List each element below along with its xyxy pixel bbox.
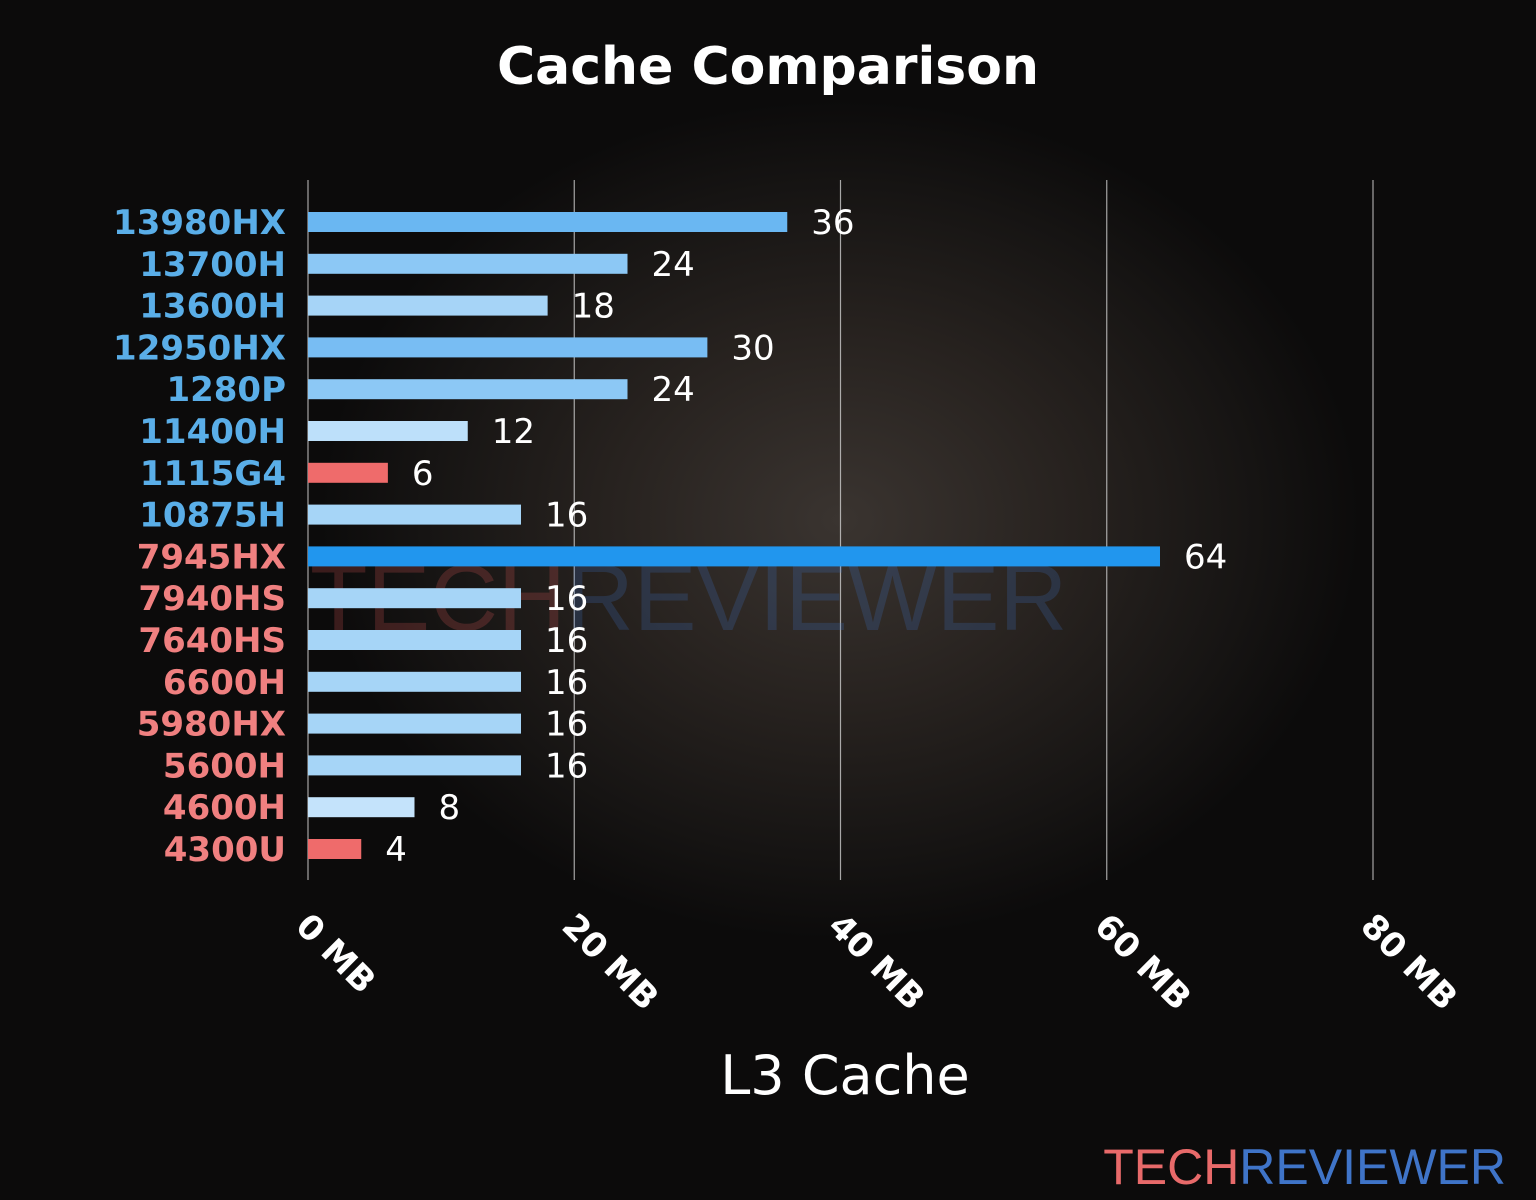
value-label-10875H: 16 — [545, 496, 588, 536]
category-label-7940HS: 7940HS — [138, 579, 286, 619]
bar-5600H — [308, 755, 521, 776]
value-label-6600H: 16 — [545, 663, 588, 703]
bar-6600H — [308, 671, 521, 692]
value-label-7640HS: 16 — [545, 621, 588, 661]
category-label-13700H: 13700H — [139, 245, 286, 285]
category-label-5600H: 5600H — [163, 746, 286, 786]
bar-10875H — [308, 504, 521, 525]
x-tick-label: 0 MB — [288, 906, 384, 1002]
bar-4300U — [308, 839, 362, 859]
bar-7945HX — [308, 546, 1160, 567]
category-label-1115G4: 1115G4 — [140, 454, 286, 494]
value-label-1115G4: 6 — [412, 454, 434, 494]
bar-11400H — [308, 421, 468, 441]
logo-part-reviewer: REVIEWER — [1239, 1139, 1506, 1195]
value-label-13980HX: 36 — [811, 203, 854, 243]
x-tick-label: 80 MB — [1353, 906, 1465, 1018]
category-label-4600H: 4600H — [163, 788, 286, 828]
bar-13700H — [308, 253, 628, 274]
value-label-7945HX: 64 — [1184, 537, 1227, 577]
category-label-7945HX: 7945HX — [137, 537, 286, 577]
value-label-4300U: 4 — [385, 830, 407, 870]
chart-title: Cache Comparison — [497, 37, 1039, 97]
bar-13980HX — [308, 212, 788, 232]
category-label-4300U: 4300U — [164, 830, 286, 870]
bar-1280P — [308, 379, 628, 400]
value-label-12950HX: 30 — [731, 328, 774, 368]
techreviewer-logo: TECHREVIEWER — [1103, 1139, 1506, 1195]
x-tick-label: 40 MB — [820, 906, 932, 1018]
bar-7940HS — [308, 588, 521, 609]
bar-5980HX — [308, 713, 521, 734]
category-label-1280P: 1280P — [166, 370, 286, 410]
category-label-12950HX: 12950HX — [113, 328, 286, 368]
bar-12950HX — [308, 337, 708, 358]
category-label-11400H: 11400H — [139, 412, 286, 452]
value-label-11400H: 12 — [492, 412, 535, 452]
value-label-13700H: 24 — [652, 245, 695, 285]
bar-7640HS — [308, 630, 521, 650]
bar-13600H — [308, 295, 548, 316]
category-label-6600H: 6600H — [163, 663, 286, 703]
x-tick-labels: 0 MB 20 MB 40 MB 60 MB 80 MB — [288, 906, 1465, 1018]
category-label-13980HX: 13980HX — [113, 203, 286, 243]
bars — [308, 212, 1160, 859]
value-label-5980HX: 16 — [545, 705, 588, 745]
x-axis-label: L3 Cache — [720, 1044, 970, 1107]
bar-4600H — [308, 797, 415, 818]
category-label-5980HX: 5980HX — [137, 705, 286, 745]
bar-1115G4 — [308, 462, 388, 483]
category-label-7640HS: 7640HS — [138, 621, 286, 661]
value-label-5600H: 16 — [545, 746, 588, 786]
logo-part-tech: TECH — [1103, 1139, 1239, 1195]
category-label-10875H: 10875H — [139, 496, 286, 536]
value-label-13600H: 18 — [572, 287, 615, 327]
value-label-7940HS: 16 — [545, 579, 588, 619]
x-tick-label: 20 MB — [554, 906, 666, 1018]
value-label-1280P: 24 — [652, 370, 695, 410]
value-label-4600H: 8 — [439, 788, 461, 828]
category-labels: 13980HX13700H13600H12950HX1280P11400H111… — [113, 203, 286, 870]
category-label-13600H: 13600H — [139, 287, 286, 327]
x-tick-label: 60 MB — [1086, 906, 1198, 1018]
